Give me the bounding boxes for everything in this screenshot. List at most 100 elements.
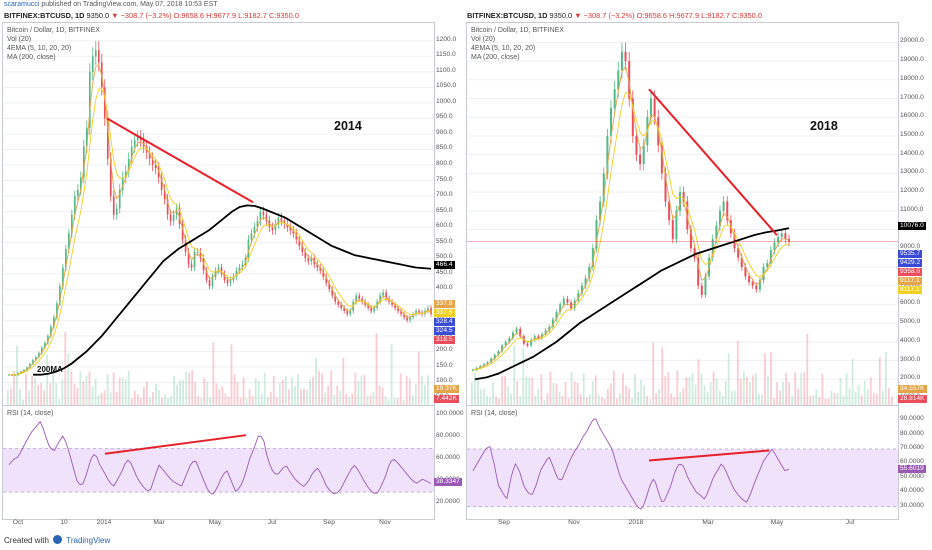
candle-body (241, 264, 244, 268)
volume-bar (537, 388, 540, 406)
candle-body (205, 270, 208, 280)
volume-bar (863, 380, 866, 406)
ema-line (472, 91, 790, 371)
legend-title: Bitcoin / Dollar, 1D, BITFINEX (471, 27, 564, 34)
volume-bar (606, 388, 609, 406)
rsi-axis-right[interactable]: 90.0000 80.0000 70.0000 60.0000 50.0000 40.00… (898, 405, 932, 518)
ohlc-values: O:9658.6 H:9677.9 L:9182.7 C:9350.0 (636, 11, 762, 20)
volume-bar (748, 382, 751, 406)
candle-body (639, 154, 642, 165)
candle-body (773, 242, 776, 251)
volume-bar (600, 396, 603, 406)
footer: Created with TradingView (4, 535, 110, 545)
time-tick-label: Mar (702, 519, 714, 526)
volume-bar (603, 399, 606, 406)
volume-bar (782, 381, 785, 406)
volume-bar (327, 385, 330, 406)
rsi-tick-label: 70.0000 (900, 444, 924, 451)
volume-bar (197, 395, 200, 406)
volume-bar (727, 353, 730, 406)
price-tick-label: 1200.0 (436, 35, 457, 43)
price-pane-right[interactable]: Bitcoin / Dollar, 1D, BITFINEX Vol (20) … (466, 22, 899, 407)
volume-bar (812, 395, 815, 406)
candle-body (8, 374, 10, 376)
volume-bar (130, 398, 133, 406)
candle-body (580, 285, 583, 294)
rsi-axis-left[interactable]: 100.000080.000060.000040.000020.000038.3… (434, 405, 464, 518)
candle-body (751, 281, 754, 286)
volume-bar (480, 389, 482, 406)
candle-body (211, 276, 214, 287)
volume-bar (266, 396, 269, 406)
time-axis-left[interactable]: Oct 10 2014 Mar May Jul Sep Nov (2, 518, 433, 530)
ema-line (8, 88, 432, 376)
legend-volume: Vol (20) (471, 36, 496, 43)
volume-bar (619, 393, 621, 406)
price-tick-label: 150.0 (436, 361, 453, 369)
price-tick-label: 550.0 (436, 237, 453, 245)
candle-body (373, 307, 375, 312)
author-link[interactable]: scaramucci (4, 1, 40, 8)
candle-body (562, 298, 565, 305)
volume-bar (474, 373, 476, 406)
volume-bar (405, 375, 408, 406)
candle-body (199, 252, 202, 259)
volume-bar (245, 398, 248, 406)
candle-body (289, 227, 292, 231)
candle-body (382, 292, 384, 296)
volume-bar (43, 390, 46, 406)
candle-body (106, 118, 109, 159)
price-tick-label: 15000.0 (900, 130, 924, 138)
volume-bar (115, 391, 118, 406)
price-axis-left[interactable]: 1200.0 1150.0 1100.0 1050.0 1000.0 950.0 900.0… (434, 22, 464, 405)
candle-body (788, 238, 790, 242)
candle-body (530, 339, 533, 346)
volume-bar (242, 377, 245, 406)
price-tick-label: 200.0 (436, 346, 453, 354)
rsi-pane-left[interactable]: RSI (14, close) (2, 405, 435, 520)
volume-bar (281, 379, 284, 406)
tradingview-link[interactable]: TradingView (66, 536, 111, 545)
volume-bar (582, 373, 585, 406)
price-trendline (648, 88, 778, 236)
volume-bar (516, 380, 519, 406)
candle-body (259, 211, 262, 221)
time-axis-right[interactable]: Sep Nov 2018 Mar May Jul (466, 518, 897, 530)
candle-body (133, 140, 136, 147)
price-tag: 324.5 (434, 327, 455, 335)
candle-body (292, 230, 295, 234)
rsi-pane-right[interactable]: RSI (14, close) (466, 405, 899, 520)
candle-body (340, 304, 343, 308)
volume-bar (616, 398, 618, 406)
price-pane-left[interactable]: Bitcoin / Dollar, 1D, BITFINEX Vol (20) … (2, 22, 435, 407)
time-tick-label: May (208, 519, 222, 526)
candle-body (136, 137, 139, 141)
candle-body (693, 248, 696, 258)
volume-bar (591, 381, 594, 406)
volume-bar (501, 376, 504, 406)
volume-bar (315, 358, 317, 406)
price-axis-right[interactable]: 20000.0 19000.0 18000.0 17000.0 16000.0 15000… (898, 22, 932, 405)
candle-body (166, 199, 169, 215)
volume-bar (381, 387, 384, 406)
volume-bar (661, 347, 664, 406)
time-tick-label: 2014 (96, 519, 112, 526)
volume-bar (860, 395, 863, 406)
candle-body (331, 289, 334, 296)
rsi-tick-label: 20.0000 (436, 498, 460, 506)
rsi-trendline (104, 434, 247, 455)
candle-body (415, 311, 417, 315)
candle-body (85, 127, 88, 147)
candle-body (780, 233, 783, 238)
last-price: 9350.0 (86, 11, 110, 20)
time-tick-label: Jul (845, 519, 855, 526)
volume-bar (396, 398, 399, 406)
volume-bar (549, 371, 552, 406)
volume-bar (139, 397, 142, 406)
candle-body (766, 263, 769, 267)
volume-bar (239, 397, 242, 406)
volume-bar (384, 396, 387, 406)
candle-body (628, 61, 631, 99)
rsi-tick-label: 60.0000 (900, 458, 924, 466)
volume-bar (133, 390, 136, 406)
